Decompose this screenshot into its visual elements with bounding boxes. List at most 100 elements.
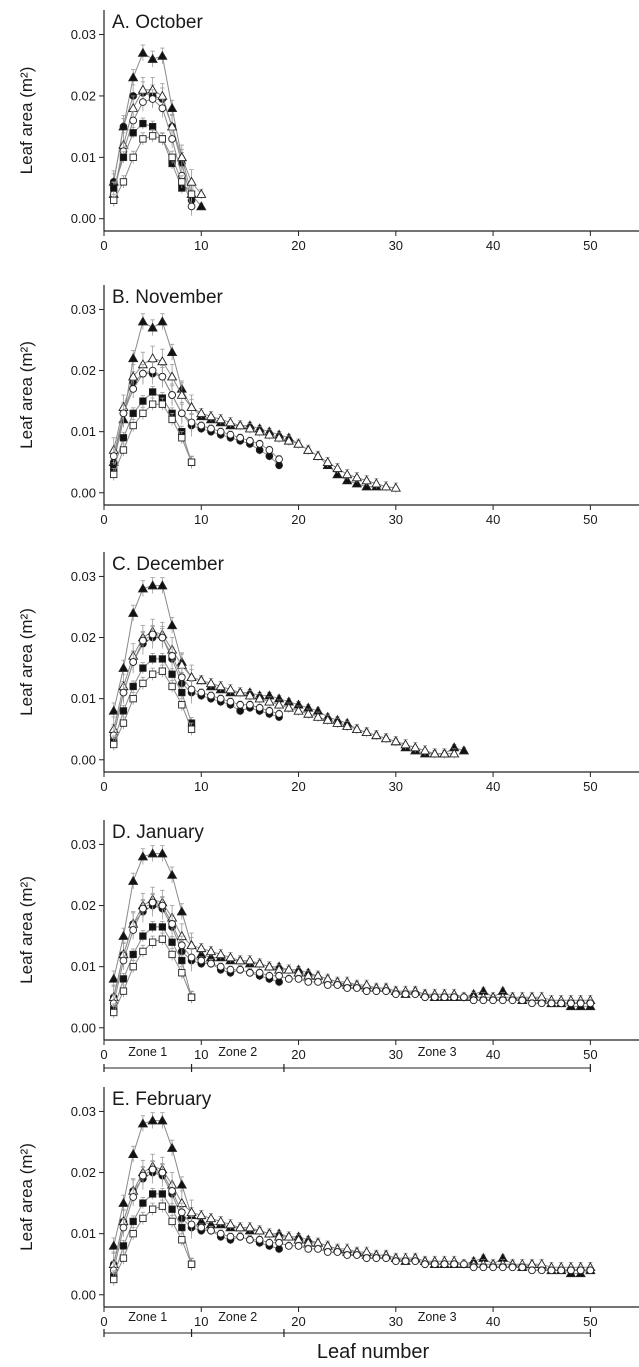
series-circle-open — [109, 89, 196, 216]
data-point — [110, 196, 118, 204]
series-triangle-filled — [108, 577, 470, 758]
data-point — [304, 978, 313, 986]
data-point — [168, 950, 176, 959]
x-tick-label: 20 — [291, 238, 305, 253]
data-point — [178, 969, 186, 977]
data-point — [265, 446, 274, 454]
data-point — [312, 711, 324, 721]
data-point — [177, 673, 186, 682]
data-point — [178, 178, 186, 186]
data-point — [176, 389, 187, 399]
data-point — [158, 655, 167, 663]
data-point — [187, 418, 196, 427]
y-tick-label: 0.01 — [71, 691, 96, 706]
data-point — [390, 482, 401, 492]
chart-panel: 0.00 0.01 0.02 0.03 0 10 20 30 40 50 E. February Le… — [17, 1087, 639, 1337]
data-point — [110, 1275, 118, 1284]
data-point — [371, 730, 382, 740]
y-tick-label: 0.02 — [71, 630, 96, 645]
data-point — [323, 1248, 332, 1256]
data-point — [207, 691, 215, 700]
data-point — [265, 1238, 274, 1247]
data-point — [508, 1263, 517, 1272]
data-point — [450, 993, 459, 1002]
data-point — [108, 705, 119, 715]
data-point — [178, 688, 186, 697]
data-point — [205, 678, 217, 688]
data-point — [148, 670, 157, 678]
data-point — [158, 400, 167, 408]
x-tick-label: 0 — [100, 238, 107, 253]
data-point — [197, 956, 206, 965]
data-point — [469, 996, 478, 1005]
data-point — [157, 316, 168, 326]
series-square-open — [110, 129, 196, 207]
data-point — [479, 1263, 488, 1272]
x-tick-label: 50 — [583, 779, 597, 794]
data-point — [157, 848, 168, 858]
x-tick-label: 0 — [100, 1314, 107, 1329]
data-point — [139, 135, 147, 143]
data-point — [207, 1226, 215, 1235]
panel-title: B. November — [112, 287, 224, 308]
data-point — [314, 1245, 322, 1253]
data-point — [129, 682, 137, 691]
data-point — [166, 102, 178, 112]
data-point — [187, 953, 196, 962]
x-tick-label: 20 — [291, 779, 305, 794]
data-point — [323, 981, 332, 989]
y-tick-label: 0.02 — [71, 88, 96, 103]
chart-panel: 0.00 0.01 0.02 0.03 0 10 20 30 40 50 C. December Le… — [17, 552, 639, 794]
data-point — [322, 714, 333, 724]
data-point — [168, 153, 176, 161]
data-point — [361, 475, 372, 485]
data-point — [158, 1190, 167, 1198]
data-point — [275, 971, 283, 980]
data-point — [382, 987, 390, 995]
data-point — [148, 655, 157, 663]
data-point — [275, 1238, 283, 1247]
x-tick-label: 30 — [389, 1314, 403, 1329]
y-tick-label: 0.02 — [71, 1165, 96, 1180]
y-tick-label: 0.02 — [71, 898, 96, 913]
data-point — [147, 848, 158, 858]
data-point — [137, 1118, 149, 1128]
data-point — [303, 708, 314, 718]
data-point — [147, 322, 158, 332]
data-point — [557, 999, 566, 1008]
data-point — [158, 1168, 167, 1177]
data-point — [197, 421, 206, 430]
data-point — [129, 926, 138, 934]
panel-title: E. February — [112, 1089, 212, 1110]
data-point — [148, 1190, 157, 1198]
data-point — [235, 687, 246, 697]
data-point — [284, 975, 293, 983]
x-tick-label: 20 — [291, 512, 305, 527]
series-line — [113, 630, 455, 755]
x-tick-label: 10 — [194, 512, 208, 527]
data-point — [401, 990, 410, 999]
y-tick-label: 0.03 — [71, 302, 96, 317]
y-tick-label: 0.01 — [71, 959, 96, 974]
data-point — [458, 745, 470, 755]
data-point — [139, 664, 147, 672]
data-point — [372, 987, 381, 995]
data-point — [343, 984, 352, 992]
data-point — [158, 901, 167, 910]
data-point — [168, 670, 176, 678]
data-point — [177, 1208, 186, 1217]
data-point — [139, 932, 147, 940]
data-point — [110, 740, 118, 749]
data-point — [158, 104, 167, 113]
series-line — [113, 637, 280, 736]
data-point — [547, 999, 556, 1008]
x-tick-label: 20 — [291, 1314, 305, 1329]
series-line — [113, 52, 202, 207]
data-point — [119, 987, 128, 995]
y-axis-label: Leaf area (m²) — [17, 341, 36, 449]
data-point — [246, 700, 254, 709]
series-square-open — [110, 664, 196, 751]
x-tick-label: 30 — [389, 512, 403, 527]
data-point — [147, 580, 158, 590]
